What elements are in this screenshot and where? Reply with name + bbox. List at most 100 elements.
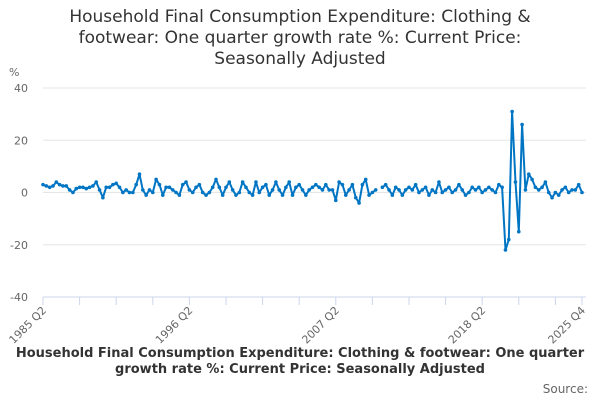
data-point bbox=[61, 184, 65, 188]
data-point bbox=[503, 248, 508, 252]
data-point bbox=[64, 184, 69, 188]
data-point bbox=[157, 182, 162, 187]
data-point bbox=[560, 188, 564, 192]
data-point bbox=[167, 185, 172, 190]
data-point bbox=[427, 193, 431, 197]
data-point bbox=[543, 180, 548, 184]
data-point bbox=[566, 190, 571, 195]
data-point bbox=[74, 186, 79, 191]
footer-series-title: Household Final Consumption Expenditure:… bbox=[15, 346, 585, 377]
data-point bbox=[347, 188, 351, 192]
data-point bbox=[530, 177, 534, 182]
data-point bbox=[540, 185, 544, 190]
data-point bbox=[41, 182, 45, 187]
data-point bbox=[204, 193, 208, 197]
data-point bbox=[190, 190, 195, 195]
data-point bbox=[244, 185, 248, 190]
data-point bbox=[353, 195, 358, 200]
data-point bbox=[44, 184, 49, 188]
data-point bbox=[350, 182, 355, 187]
data-point bbox=[310, 185, 315, 190]
data-point bbox=[57, 182, 62, 187]
data-point bbox=[343, 193, 348, 197]
data-point bbox=[270, 188, 275, 192]
data-point bbox=[234, 193, 238, 197]
data-point bbox=[230, 188, 235, 192]
x-tick-label: 1985 Q2 bbox=[7, 304, 50, 347]
data-point bbox=[101, 195, 105, 200]
data-point bbox=[71, 190, 75, 195]
data-point bbox=[240, 180, 245, 184]
data-point bbox=[284, 185, 288, 190]
data-point bbox=[357, 201, 361, 205]
source-label: Source: bbox=[542, 382, 588, 396]
data-point bbox=[400, 193, 405, 197]
data-point bbox=[477, 185, 481, 190]
data-point bbox=[480, 190, 484, 195]
data-point bbox=[47, 185, 52, 190]
chart-title: Household Final Consumption Expenditure:… bbox=[69, 7, 531, 69]
data-point bbox=[373, 188, 378, 192]
data-point bbox=[51, 184, 55, 188]
data-point bbox=[81, 185, 85, 190]
data-point bbox=[387, 188, 391, 192]
data-point bbox=[320, 188, 325, 192]
data-point bbox=[307, 188, 311, 192]
data-point bbox=[526, 172, 531, 177]
data-point bbox=[277, 188, 282, 192]
data-point bbox=[197, 182, 202, 187]
data-point bbox=[516, 229, 521, 234]
data-point bbox=[214, 177, 218, 182]
data-point bbox=[410, 188, 415, 192]
data-point bbox=[154, 177, 158, 182]
x-tick-label: 2018 Q2 bbox=[446, 304, 489, 347]
data-point bbox=[111, 182, 115, 187]
data-point bbox=[367, 193, 371, 197]
y-tick-label: -40 bbox=[10, 291, 28, 304]
data-point bbox=[340, 182, 345, 187]
data-point bbox=[314, 182, 318, 187]
data-point bbox=[247, 190, 252, 195]
data-point bbox=[447, 185, 451, 190]
data-point bbox=[91, 184, 95, 188]
data-point bbox=[563, 185, 568, 190]
data-point bbox=[467, 190, 471, 195]
data-point bbox=[257, 190, 262, 195]
data-point bbox=[546, 190, 551, 195]
data-point bbox=[440, 190, 445, 195]
data-point bbox=[184, 180, 188, 184]
y-tick-label: -20 bbox=[10, 239, 28, 252]
data-point bbox=[430, 188, 435, 192]
data-point bbox=[443, 188, 448, 192]
data-point bbox=[124, 188, 128, 192]
data-point bbox=[417, 190, 421, 195]
data-point bbox=[580, 190, 584, 195]
data-point bbox=[207, 190, 212, 195]
data-point bbox=[174, 190, 178, 195]
data-point bbox=[570, 188, 574, 192]
data-point bbox=[180, 182, 185, 187]
data-point bbox=[507, 237, 511, 242]
data-point bbox=[194, 185, 198, 190]
data-point bbox=[363, 177, 368, 182]
data-point bbox=[177, 193, 182, 197]
data-point bbox=[460, 188, 465, 192]
data-point bbox=[536, 188, 541, 192]
data-point bbox=[300, 188, 305, 192]
data-point bbox=[513, 180, 518, 184]
data-point bbox=[317, 185, 321, 190]
data-point bbox=[470, 185, 475, 190]
data-point bbox=[87, 185, 92, 190]
data-point bbox=[287, 180, 292, 184]
data-point bbox=[324, 182, 328, 187]
data-point bbox=[290, 193, 295, 197]
data-point bbox=[94, 180, 99, 184]
data-point bbox=[264, 182, 268, 187]
data-point bbox=[533, 185, 538, 190]
data-point bbox=[170, 188, 175, 192]
data-point bbox=[141, 188, 145, 192]
y-axis-unit-label: % bbox=[9, 66, 20, 79]
data-point bbox=[573, 188, 578, 192]
data-point bbox=[473, 188, 478, 192]
data-point bbox=[137, 172, 142, 177]
